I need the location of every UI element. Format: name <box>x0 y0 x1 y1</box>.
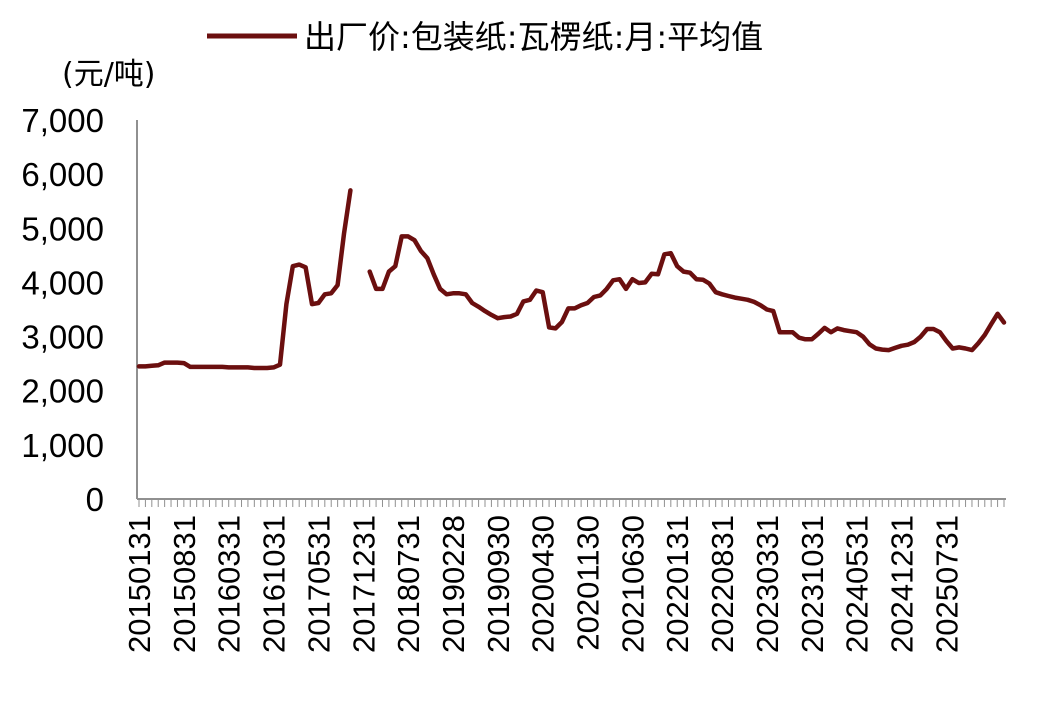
x-tick-label: 20180731 <box>391 515 426 653</box>
y-axis-unit: (元/吨) <box>62 57 156 92</box>
x-tick-label: 20190228 <box>436 515 471 653</box>
x-tick-label: 20171231 <box>346 515 381 653</box>
x-tick-label: 20240531 <box>840 515 875 653</box>
x-tick-label: 20220131 <box>660 515 695 653</box>
x-tick-label: 20190930 <box>481 515 516 653</box>
legend: 出厂价:包装纸:瓦楞纸:月:平均值 <box>207 18 763 56</box>
x-tick-label: 20220831 <box>705 515 740 653</box>
legend-label: 出厂价:包装纸:瓦楞纸:月:平均值 <box>304 18 763 56</box>
x-tick-label: 20210630 <box>615 515 650 653</box>
y-tick-label: 3,000 <box>21 319 104 356</box>
y-tick-label: 2,000 <box>21 373 104 410</box>
y-axis: 0 1,000 2,000 3,000 4,000 5,000 6,000 7,000 <box>21 102 104 518</box>
x-tick-label: 20230331 <box>750 515 785 653</box>
x-axis: 20150131 20150831 20160331 20161031 20170531… <box>122 120 1006 653</box>
y-tick-label: 7,000 <box>21 102 104 139</box>
x-tick-label: 20201130 <box>571 515 606 651</box>
x-tick-label: 20241231 <box>884 515 919 653</box>
series-group <box>136 188 1007 371</box>
series-line-segment-2 <box>367 234 1007 353</box>
y-tick-label: 5,000 <box>21 210 104 247</box>
y-tick-label: 1,000 <box>21 427 104 464</box>
x-tick-label: 20150131 <box>122 515 157 653</box>
x-tick-label: 20161031 <box>257 515 292 653</box>
x-tick-label: 20150831 <box>167 515 202 653</box>
y-tick-label: 4,000 <box>21 264 104 301</box>
x-tick-label: 20200430 <box>526 515 561 653</box>
y-tick-label: 6,000 <box>21 156 104 193</box>
x-tick-label: 20250731 <box>929 515 964 653</box>
x-tick-label: 20160331 <box>212 515 247 653</box>
series-line-segment-1 <box>136 188 353 371</box>
y-tick-label: 0 <box>86 481 104 518</box>
x-tick-label: 20231031 <box>795 515 830 653</box>
x-tick-label: 20170531 <box>301 515 336 653</box>
